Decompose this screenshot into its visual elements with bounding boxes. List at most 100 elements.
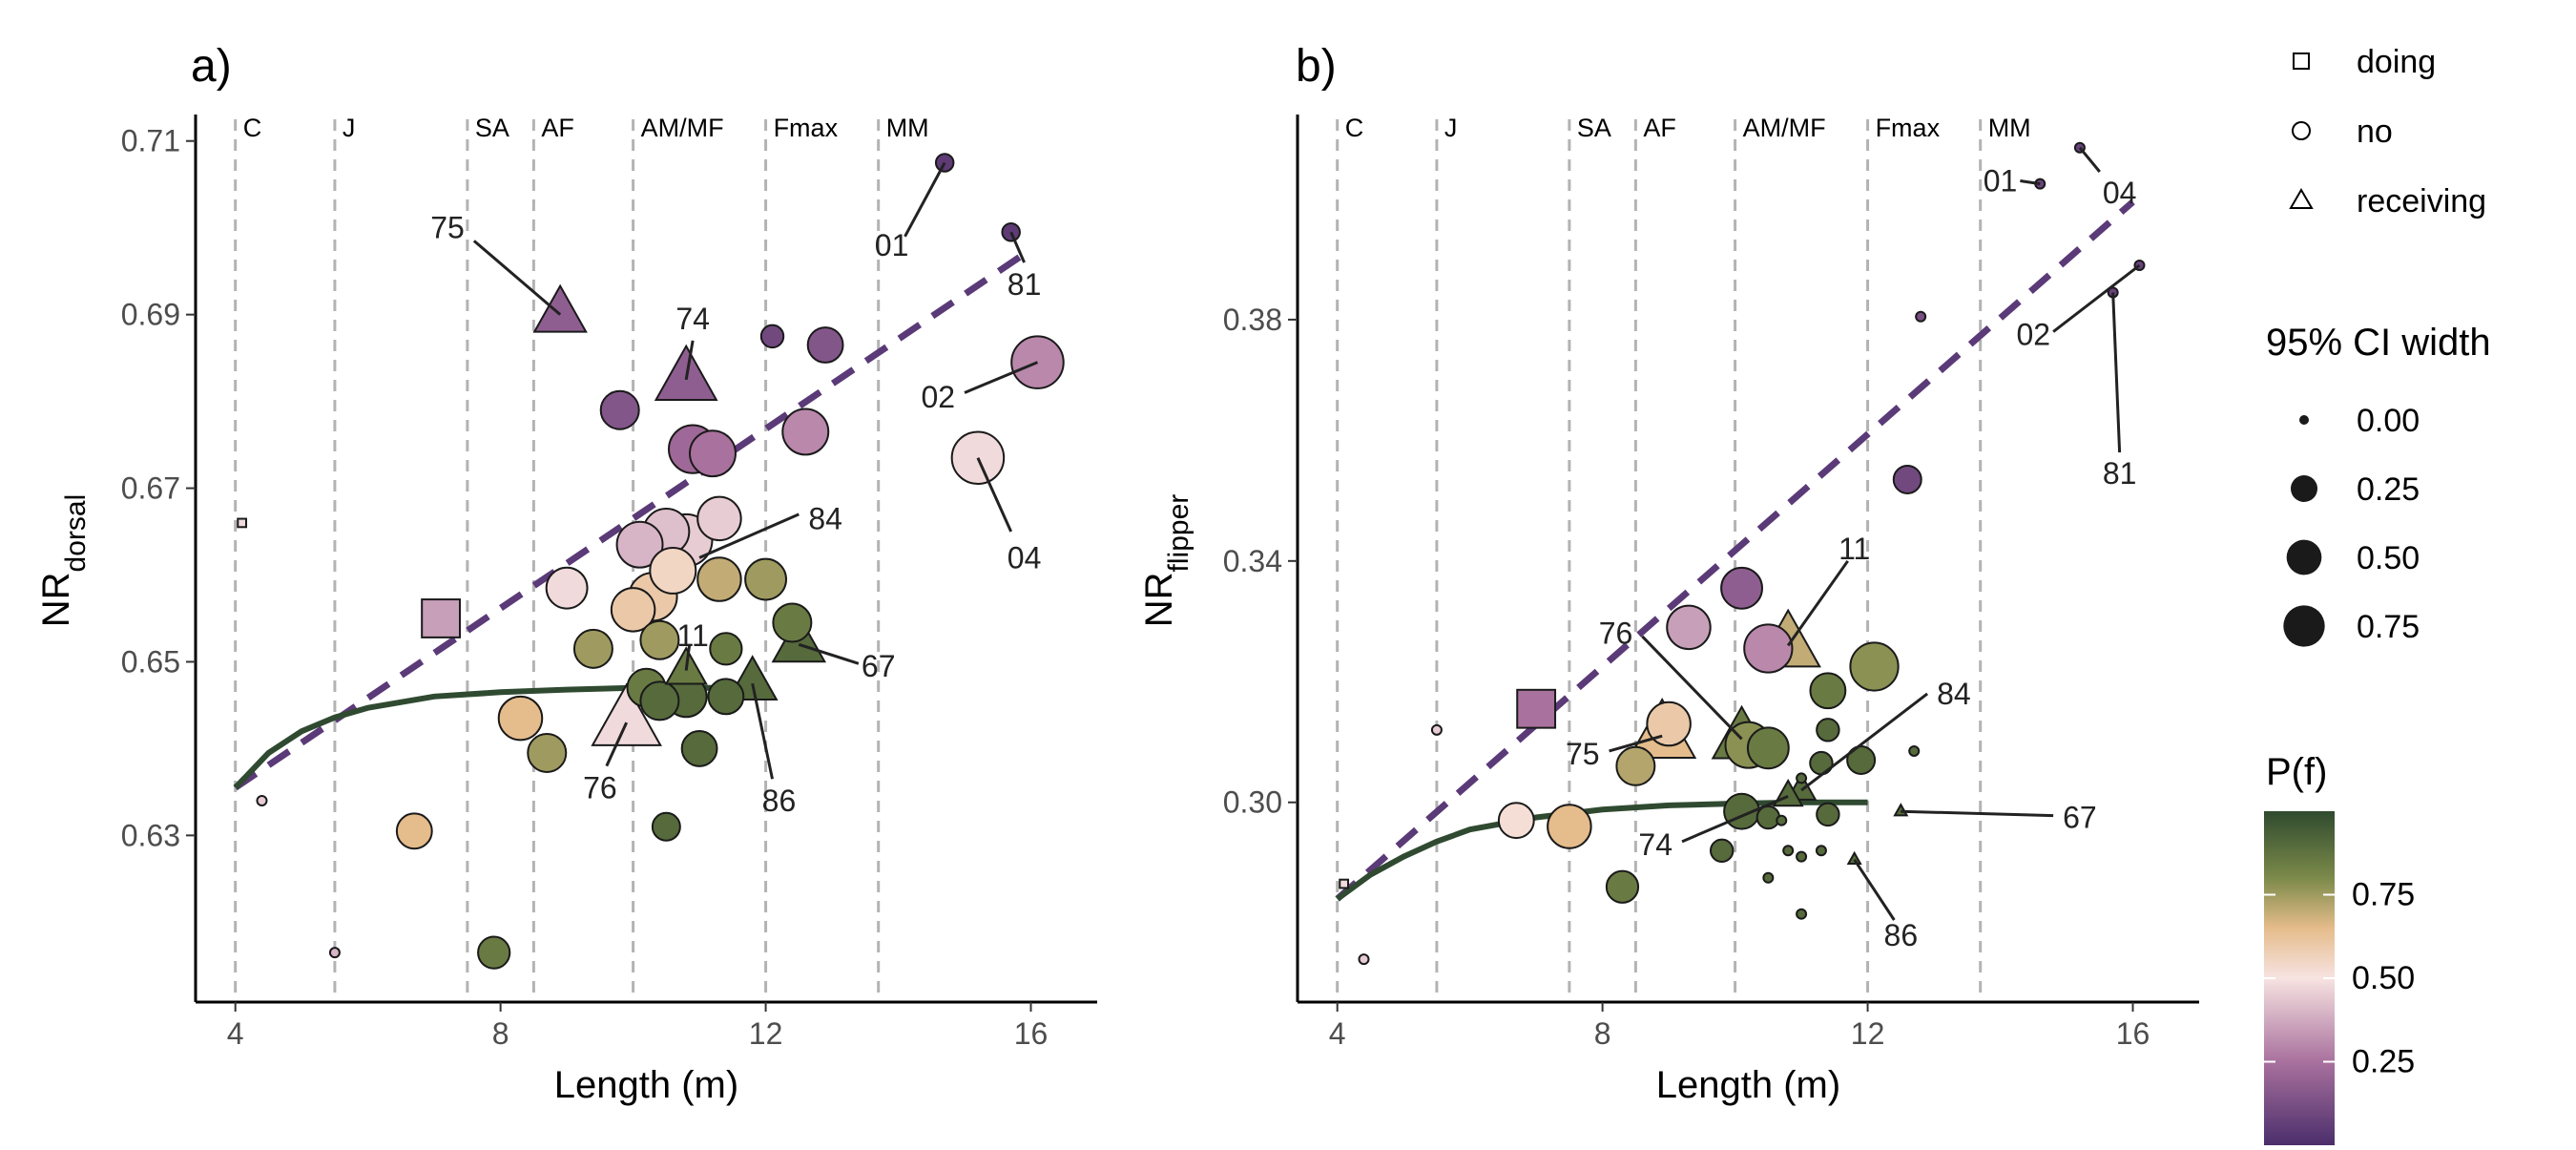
legend-size-symbol xyxy=(2299,415,2309,425)
y-axis-title: NRflipper xyxy=(1138,494,1195,628)
data-point xyxy=(591,682,662,746)
label-leader xyxy=(2020,179,2041,186)
label-leader xyxy=(684,644,692,671)
data-point xyxy=(1796,772,1808,784)
legend-size-symbol xyxy=(2283,605,2325,647)
stage-label: Fmax xyxy=(774,114,839,142)
point-label: 75 xyxy=(430,211,465,245)
data-point xyxy=(532,283,588,333)
data-point xyxy=(421,598,462,638)
data-point xyxy=(1809,750,1834,776)
label-leader xyxy=(1009,231,1026,263)
data-point xyxy=(689,429,737,478)
colorbar-tick-label: 0.75 xyxy=(2352,877,2415,913)
label-leader xyxy=(1641,635,1743,741)
label-leader xyxy=(472,240,562,316)
data-point xyxy=(1762,871,1775,884)
data-point xyxy=(610,587,656,633)
data-point xyxy=(1849,641,1900,692)
x-axis-title: Length (m) xyxy=(1656,1064,1840,1106)
panel-tag: a) xyxy=(191,41,232,92)
y-axis-title-sub: flipper xyxy=(1163,494,1195,573)
data-point xyxy=(1776,814,1788,826)
data-point xyxy=(744,557,788,601)
x-tick-label: 16 xyxy=(1014,1016,1049,1051)
legend-color-title: P(f) xyxy=(2266,751,2327,793)
label-leader xyxy=(2111,292,2122,453)
point-label: 84 xyxy=(808,501,842,535)
data-point xyxy=(1796,908,1808,920)
y-axis-title-main: NR xyxy=(1138,572,1180,627)
stage-label: Fmax xyxy=(1876,114,1941,142)
stage-label: MM xyxy=(886,114,929,142)
panel-a-dorsal: a) C J SA AF AM/MF Fmax MM 4 8 12 16 0.63 0.65 0.67 0.6… xyxy=(35,41,1097,1106)
x-tick-label: 12 xyxy=(749,1016,783,1051)
stage-label: SA xyxy=(1577,114,1611,142)
fit-line-dashed xyxy=(1335,199,2135,902)
data-point xyxy=(1915,310,1927,323)
data-point xyxy=(328,947,341,959)
y-tick-label: 0.71 xyxy=(121,124,180,158)
legend: doing no receiving 95% CI width 0.00 0.25 0.50… xyxy=(2264,44,2491,1145)
legend-size-label: 0.50 xyxy=(2357,540,2420,576)
data-point xyxy=(1720,566,1763,610)
label-leader xyxy=(1681,795,1789,844)
legend-size-symbol xyxy=(2286,539,2322,575)
point-label: 11 xyxy=(677,618,709,653)
data-point xyxy=(1743,623,1794,674)
colorbar xyxy=(2264,811,2335,1145)
data-point xyxy=(639,680,680,721)
y-tick-label: 0.67 xyxy=(121,471,180,506)
y-tick-label: 0.34 xyxy=(1223,544,1282,578)
panel-b-flipper: b) C J SA AF AM/MF Fmax MM 4 8 12 16 0.30 0.34 0.38 Len… xyxy=(1138,41,2199,1106)
x-tick-label: 12 xyxy=(1851,1016,1885,1051)
y-tick-label: 0.30 xyxy=(1223,785,1282,820)
data-point xyxy=(237,517,248,529)
label-leader xyxy=(2052,263,2141,333)
point-label: 76 xyxy=(583,770,617,805)
point-label: 67 xyxy=(862,649,896,683)
y-tick-label: 0.65 xyxy=(121,644,180,679)
data-point xyxy=(651,811,681,842)
label-leader xyxy=(798,642,860,665)
data-point xyxy=(696,495,742,542)
data-point xyxy=(572,628,613,669)
data-point xyxy=(1815,845,1827,857)
data-point xyxy=(680,729,718,767)
stage-label: C xyxy=(243,114,261,142)
data-point xyxy=(1646,700,1692,747)
colorbar-tick-label: 0.25 xyxy=(2352,1044,2415,1080)
label-leader xyxy=(751,682,774,780)
data-point xyxy=(759,324,785,349)
data-point xyxy=(639,619,680,660)
data-point xyxy=(649,546,697,595)
label-leader xyxy=(1609,734,1663,753)
data-point xyxy=(1430,723,1443,736)
stage-label: J xyxy=(343,114,356,142)
label-leader xyxy=(976,457,1013,533)
x-tick-label: 4 xyxy=(1329,1016,1346,1051)
stage-label: MM xyxy=(1988,114,2031,142)
data-point xyxy=(1497,802,1535,840)
point-label: 86 xyxy=(1884,918,1919,952)
x-tick-label: 16 xyxy=(2116,1016,2150,1051)
data-point xyxy=(1846,850,1862,865)
point-label: 76 xyxy=(1599,617,1633,651)
data-point xyxy=(1516,688,1557,729)
data-point xyxy=(1615,745,1656,786)
point-label: 11 xyxy=(1839,532,1870,566)
data-point xyxy=(1908,744,1921,757)
point-label: 74 xyxy=(675,302,710,336)
point-label: 02 xyxy=(2016,318,2050,352)
y-tick-label: 0.38 xyxy=(1223,303,1282,337)
data-point xyxy=(709,632,743,666)
data-point xyxy=(545,566,589,610)
point-label: 67 xyxy=(2063,801,2097,835)
point-label: 01 xyxy=(1984,163,2018,198)
label-leader xyxy=(1800,692,1929,792)
data-point xyxy=(1892,464,1922,494)
data-point xyxy=(615,520,664,569)
data-point xyxy=(1816,718,1840,742)
